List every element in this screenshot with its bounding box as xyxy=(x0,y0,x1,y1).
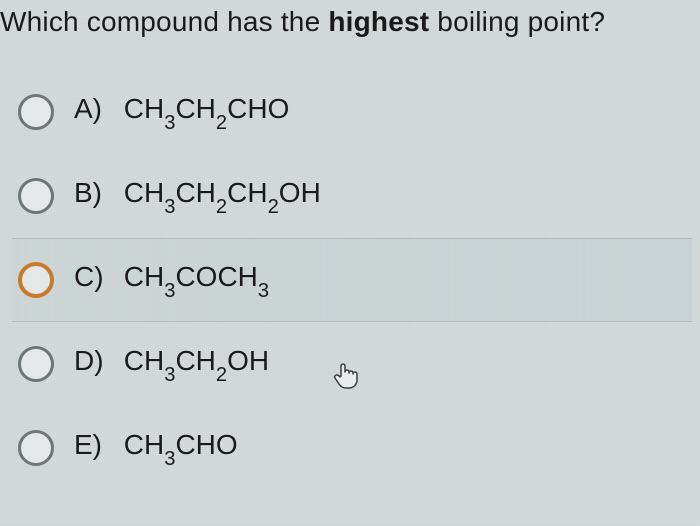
option-row-c[interactable]: C) CH3COCH3 xyxy=(12,238,692,322)
question-bold: highest xyxy=(328,6,429,37)
subscript: 3 xyxy=(164,280,175,302)
subscript: 3 xyxy=(164,448,175,470)
formula-segment: CH xyxy=(175,93,215,124)
formula-segment: OH xyxy=(227,345,269,376)
formula-segment: CHO xyxy=(175,429,237,460)
subscript: 3 xyxy=(258,280,269,302)
option-letter: D) xyxy=(74,345,116,377)
option-label-d: D) CH3CH2OH xyxy=(74,345,269,383)
option-letter: E) xyxy=(74,429,116,461)
option-row-d[interactable]: D) CH3CH2OH xyxy=(12,322,692,406)
option-row-b[interactable]: B) CH3CH2CH2OH xyxy=(12,154,692,238)
option-row-a[interactable]: A) CH3CH2CHO xyxy=(12,70,692,154)
subscript: 3 xyxy=(164,364,175,386)
subscript: 2 xyxy=(216,364,227,386)
option-label-b: B) CH3CH2CH2OH xyxy=(74,177,321,215)
question-pre: Which compound has the xyxy=(0,6,328,37)
radio-a[interactable] xyxy=(18,94,54,130)
formula-segment: CH xyxy=(175,177,215,208)
option-letter: C) xyxy=(74,261,116,293)
option-letter: A) xyxy=(74,93,116,125)
formula-segment: CH xyxy=(175,345,215,376)
formula-segment: OH xyxy=(279,177,321,208)
subscript: 3 xyxy=(164,112,175,134)
formula-segment: CH xyxy=(124,261,164,292)
option-label-c: C) CH3COCH3 xyxy=(74,261,269,299)
radio-e[interactable] xyxy=(18,430,54,466)
subscript: 2 xyxy=(268,196,279,218)
options-list: A) CH3CH2CHOB) CH3CH2CH2OHC) CH3COCH3D) … xyxy=(12,70,692,490)
option-label-e: E) CH3CHO xyxy=(74,429,238,467)
question-post: boiling point? xyxy=(429,6,605,37)
radio-d[interactable] xyxy=(18,346,54,382)
radio-c[interactable] xyxy=(18,262,54,298)
option-label-a: A) CH3CH2CHO xyxy=(74,93,289,131)
formula-segment: CH xyxy=(227,177,267,208)
radio-b[interactable] xyxy=(18,178,54,214)
formula-segment: CH xyxy=(124,177,164,208)
question-text: Which compound has the highest boiling p… xyxy=(0,6,605,38)
subscript: 3 xyxy=(164,196,175,218)
formula-segment: CH xyxy=(124,345,164,376)
subscript: 2 xyxy=(216,196,227,218)
formula-segment: CH xyxy=(124,429,164,460)
subscript: 2 xyxy=(216,112,227,134)
option-letter: B) xyxy=(74,177,116,209)
formula-segment: CH xyxy=(124,93,164,124)
formula-segment: COCH xyxy=(175,261,257,292)
option-row-e[interactable]: E) CH3CHO xyxy=(12,406,692,490)
formula-segment: CHO xyxy=(227,93,289,124)
